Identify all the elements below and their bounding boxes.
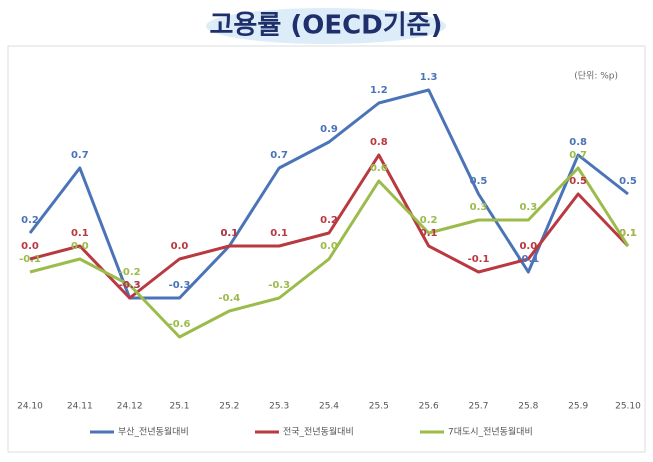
data-label: -0.1: [517, 254, 539, 265]
x-tick-label: 25.7: [468, 402, 488, 412]
data-label: 0.1: [220, 228, 238, 239]
x-tick-label: 25.1: [169, 402, 189, 412]
data-label: 0.2: [21, 215, 39, 226]
data-label: 1.3: [420, 72, 438, 83]
data-label: -0.3: [169, 280, 191, 291]
data-label: 0.1: [619, 228, 637, 239]
chart-frame: [7, 45, 646, 453]
x-tick-label: 24.10: [17, 402, 43, 412]
data-label: -0.6: [169, 319, 191, 330]
data-label: 0.0: [21, 241, 39, 252]
x-tick-label: 25.5: [369, 402, 389, 412]
data-label: 0.1: [420, 228, 438, 239]
data-label: -0.3: [268, 280, 290, 291]
data-label: 0.7: [569, 150, 587, 161]
x-tick-label: 25.3: [269, 402, 289, 412]
legend-label: 7대도시_전년동월대비: [448, 426, 533, 438]
data-label: 0.9: [320, 124, 338, 135]
x-tick-label: 24.11: [67, 402, 93, 412]
data-label: 0.3: [470, 202, 488, 213]
data-label: 0.1: [619, 228, 637, 239]
data-label: -0.3: [119, 280, 141, 291]
data-label: 0.1: [270, 228, 288, 239]
data-label: 0.0: [519, 241, 537, 252]
data-label: 0.0: [71, 241, 89, 252]
data-label: -0.3: [119, 280, 141, 291]
data-label: 0.5: [619, 176, 637, 187]
legend-label: 부산_전년동월대비: [118, 426, 189, 438]
legend-label: 전국_전년동월대비: [283, 426, 354, 438]
data-label: 1.2: [370, 85, 388, 96]
data-label: 0.3: [519, 202, 537, 213]
data-label: 0.2: [420, 215, 438, 226]
x-tick-label: 25.2: [219, 402, 239, 412]
unit-label: (단위: %p): [574, 71, 618, 82]
x-tick-label: 25.8: [518, 402, 538, 412]
x-tick-label: 25.10: [615, 402, 641, 412]
data-label: -0.1: [19, 254, 41, 265]
series-line: [29, 166, 630, 339]
data-label: 0.7: [71, 150, 89, 161]
data-label: 0.0: [320, 241, 338, 252]
data-label: 0.5: [470, 176, 488, 187]
data-label: 0.1: [71, 228, 89, 239]
x-tick-label: 25.9: [568, 402, 588, 412]
data-label: 0.5: [569, 176, 587, 187]
data-label: -0.1: [468, 254, 490, 265]
data-label: 0.1: [220, 228, 238, 239]
data-label: 0.2: [320, 215, 338, 226]
x-tick-label: 24.12: [117, 402, 143, 412]
chart-title: 고용률 (OECD기준): [210, 11, 443, 41]
series-line: [29, 153, 630, 300]
data-label: 0.6: [370, 163, 388, 174]
x-tick-label: 25.4: [319, 402, 339, 412]
data-label: -0.4: [218, 293, 240, 304]
data-label: 0.7: [270, 150, 288, 161]
title-highlight: [206, 8, 446, 44]
data-label: 0.8: [569, 137, 587, 148]
data-label: 0.8: [370, 137, 388, 148]
data-label: -0.2: [119, 267, 141, 278]
x-tick-label: 25.6: [419, 402, 439, 412]
data-label: 0.0: [171, 241, 189, 252]
